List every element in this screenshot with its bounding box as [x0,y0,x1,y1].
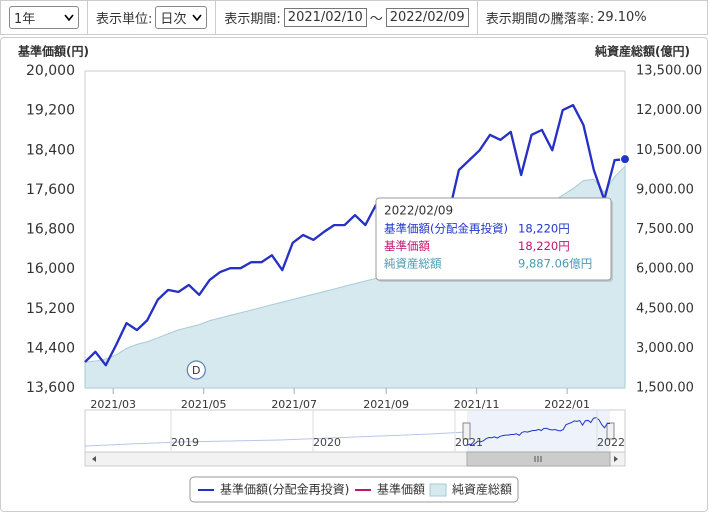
y2-axis-title: 純資産総額(億円) [594,44,690,59]
tooltip-name: 基準価額(分配金再投資) [384,222,508,236]
y-tick-label: 18,400 [26,142,75,158]
navigator-label: 2022 [597,436,625,449]
range-cell: 表示期間: 2021/02/10 ～ 2022/02/09 [216,1,478,34]
legend-label: 純資産総額 [452,482,512,497]
y-tick-label: 19,200 [26,103,75,119]
navigator-history [84,431,468,447]
start-date-input[interactable]: 2021/02/10 [283,8,367,27]
period-select[interactable]: 1年 [9,6,79,29]
dropdown-arrow [192,14,203,21]
y-axis-title: 基準価額(円) [17,44,89,59]
unit-select[interactable]: 日次 [155,6,208,29]
scroll-left-arrow[interactable] [92,456,96,462]
change-value: 29.10% [597,10,647,25]
x-tick-label: 2021/11 [454,398,500,411]
distribution-label: D [192,364,200,377]
scrollbar-grip [534,456,542,462]
y-tick-label: 20,000 [26,63,75,79]
scroll-right-arrow[interactable] [614,456,618,462]
range-separator: ～ [369,12,383,27]
y2-tick-label: 7,500.00 [636,222,694,237]
x-tick-label: 2021/05 [181,398,227,411]
line [84,104,626,367]
change-label: 表示期間の騰落率: [485,12,595,27]
tooltip-name: 純資産総額 [384,257,442,271]
tooltip-date: 2022/02/09 [384,204,453,218]
navigator-label: 2019 [171,436,199,449]
tooltip-value: 18,220円 [518,239,570,253]
y-tick-label: 17,600 [26,182,75,198]
y2-tick-label: 4,500.00 [636,301,694,316]
tooltip [375,197,612,281]
y2-tick-label: 1,500.00 [636,381,694,396]
end-date-input[interactable]: 2022/02/09 [385,8,469,27]
y2-tick-label: 13,500.00 [636,64,702,79]
y-tick-label: 15,200 [26,301,75,317]
tooltip-value: 18,220円 [518,222,570,236]
y2-tick-label: 9,000.00 [636,182,694,197]
hover-marker [620,154,630,165]
navigator-line [466,417,611,447]
toolbar: 1年 表示単位: 日次 表示期間: 2021/02/10 ～ 2022/02/0… [0,0,708,35]
x-tick-label: 2021/07 [271,398,317,411]
tooltip-name: 基準価額 [384,239,430,253]
y2-tick-label: 3,000.00 [636,341,694,356]
period-cell: 1年 [1,1,88,34]
y-tick-label: 16,800 [26,222,75,238]
unit-label: 表示単位: [96,12,153,27]
period-select-text: 1年 [14,12,36,27]
y2-tick-label: 12,000.00 [636,103,702,118]
navigator-label: 2021 [455,436,483,449]
tooltip-value: 9,887.06億円 [518,257,592,271]
distribution-marker [186,360,206,380]
navigator-handle-right[interactable] [606,422,615,440]
y2-tick-label: 6,000.00 [636,262,694,277]
y-tick-label: 16,000 [26,261,75,277]
range-label: 表示期間: [224,12,281,27]
navigator-handle-left[interactable] [462,422,471,440]
y-tick-label: 13,600 [26,380,75,396]
legend-items: 基準価額(分配金再投資) 基準価額 純資産総額 [198,482,512,497]
dropdown-arrow [64,14,74,21]
legend-label: 基準価額 [377,482,425,497]
x-tick-label: 2021/09 [363,398,409,411]
navigator-window[interactable] [467,410,610,452]
x-tick-label: 2022/01 [544,398,590,411]
chart-frame [0,37,708,512]
unit-select-text: 日次 [160,12,187,27]
unit-cell: 表示単位: 日次 [88,1,217,34]
legend-label: 基準価額(分配金再投資) [220,482,349,497]
y2-tick-label: 10,500.00 [636,143,702,158]
y-tick-label: 14,400 [26,340,75,356]
legend-swatch [429,483,447,497]
change-cell: 表示期間の騰落率: 29.10% [478,1,707,34]
navigator-label: 2020 [313,436,341,449]
x-tick-label: 2021/03 [90,398,136,411]
